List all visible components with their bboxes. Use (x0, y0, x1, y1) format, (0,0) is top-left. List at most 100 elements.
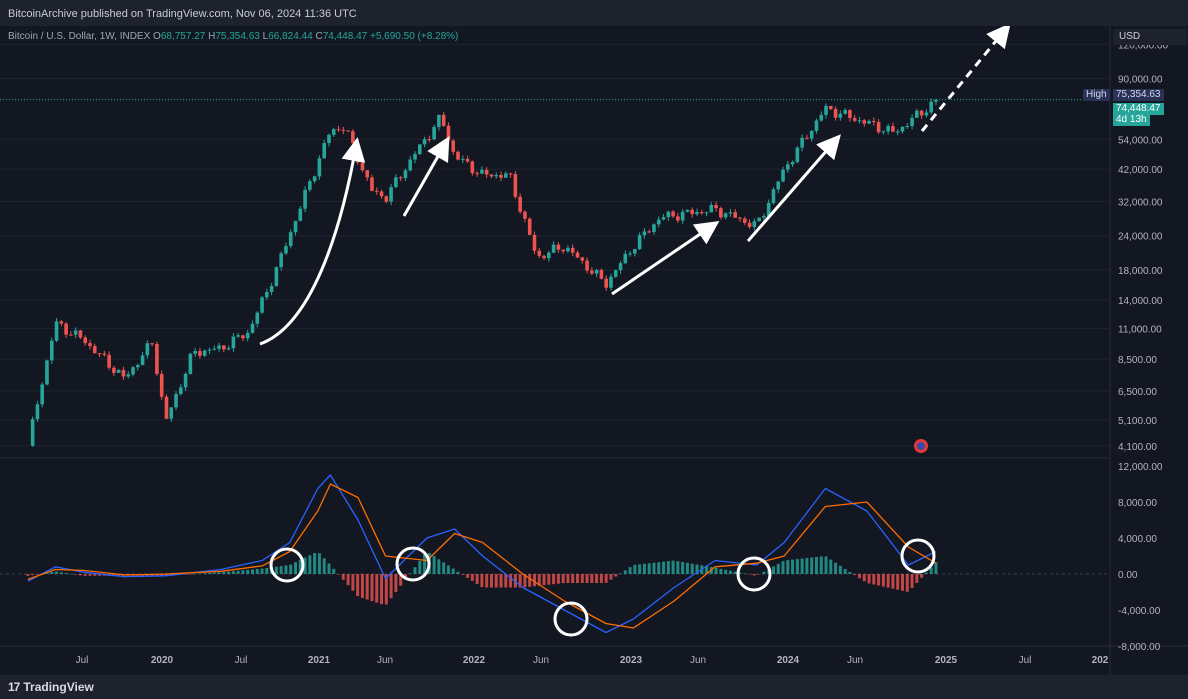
candle-body (709, 204, 714, 213)
macd-histogram-bar (504, 574, 508, 588)
price-tick-label: 54,000.00 (1118, 135, 1163, 146)
candle-body (231, 336, 236, 349)
macd-histogram-bar (212, 572, 216, 574)
macd-histogram-bar (389, 574, 393, 599)
macd-histogram-bar (647, 563, 651, 574)
macd-tick-label: 0.00 (1118, 570, 1138, 581)
candle-body (226, 348, 231, 350)
candle-body (265, 291, 269, 298)
macd-histogram-bar (26, 574, 30, 576)
candle-body (556, 244, 561, 250)
macd-histogram-bar (93, 574, 97, 576)
candle-body (355, 142, 360, 163)
macd-histogram-bar (924, 572, 928, 574)
symbol-name[interactable]: Bitcoin / U.S. Dollar, 1W, INDEX (8, 31, 151, 42)
macd-histogram-bar (227, 571, 231, 574)
candle-body (389, 187, 393, 202)
time-tick-label: Jun (377, 655, 393, 666)
macd-histogram-bar (193, 573, 197, 575)
candle-body (446, 125, 451, 141)
candle-body (872, 121, 876, 123)
candle-body (757, 217, 761, 222)
macd-histogram-bar (609, 574, 613, 580)
candle-body (704, 212, 709, 214)
macd-histogram-bar (838, 565, 842, 574)
candle-body (155, 343, 159, 374)
candle-body (929, 101, 933, 113)
time-tick-label: 2020 (151, 655, 174, 666)
candle-body (575, 252, 580, 258)
candle-body (814, 120, 819, 131)
macd-histogram-bar (332, 568, 336, 574)
candle-body (241, 335, 245, 339)
macd-histogram-bar (155, 574, 159, 576)
macd-histogram-bar (891, 574, 895, 589)
macd-histogram-bar (528, 574, 532, 587)
macd-histogram-bar (776, 563, 780, 574)
macd-histogram-bar (666, 561, 670, 574)
candle-body (604, 278, 608, 288)
macd-histogram-bar (848, 571, 852, 574)
macd-histogram-bar (834, 562, 838, 574)
candle-body (504, 173, 508, 178)
candle-body (833, 109, 838, 118)
candle-body (862, 120, 867, 124)
macd-histogram-bar (432, 556, 436, 574)
macd-histogram-bar (905, 574, 909, 592)
macd-histogram-bar (881, 574, 885, 587)
macd-histogram (26, 552, 938, 605)
price-tick-label: 32,000.00 (1118, 197, 1163, 208)
macd-histogram-bar (322, 558, 326, 574)
candle-body (781, 169, 785, 182)
candle-body (88, 343, 92, 347)
macd-histogram-bar (676, 561, 680, 574)
tradingview-brand[interactable]: 17 TradingView (8, 680, 94, 694)
chart-background (0, 26, 1188, 675)
macd-histogram-bar (762, 571, 766, 574)
time-tick-label: Jun (690, 655, 706, 666)
macd-histogram-bar (470, 574, 474, 581)
price-tick-label: 18,000.00 (1118, 266, 1163, 277)
candle-body (566, 247, 570, 252)
macd-histogram-bar (805, 558, 809, 574)
candle-body (437, 114, 441, 128)
candle-body (857, 120, 862, 122)
price-tick-label: 14,000.00 (1118, 296, 1163, 307)
candle-body (427, 139, 432, 141)
footer-bar: 17 TradingView (0, 675, 1188, 699)
currency-label[interactable]: USD (1113, 29, 1187, 45)
candle-body (327, 134, 331, 144)
candle-body (776, 181, 781, 190)
candle-body (69, 334, 73, 336)
candle-body (198, 350, 202, 356)
arrow-2021-rally (259, 137, 366, 346)
candle-body (752, 221, 757, 227)
candle-body (169, 407, 174, 419)
high-value: 75,354.63 (215, 31, 260, 42)
macd-histogram-bar (380, 574, 384, 605)
candle-body (174, 393, 178, 408)
candle-body (140, 355, 145, 366)
high-tag-value: 75,354.63 (1113, 89, 1164, 101)
ohlc-legend: Bitcoin / U.S. Dollar, 1W, INDEX O68,757… (8, 31, 458, 42)
candle-body (819, 114, 824, 121)
candle-body (107, 354, 111, 368)
open-value: 68,757.27 (160, 31, 206, 42)
macd-histogram-bar (327, 563, 331, 574)
macd-histogram-bar (160, 574, 164, 576)
macd-histogram-bar (251, 569, 255, 574)
macd-histogram-bar (485, 574, 489, 588)
candle-body (432, 127, 436, 140)
crossover-circle (395, 546, 431, 582)
candle-body (886, 126, 890, 132)
candle-body (116, 369, 121, 373)
candle-body (188, 353, 193, 374)
candle-body (236, 335, 240, 337)
candle-body (532, 234, 537, 251)
arrow-mid-2021 (402, 136, 450, 217)
candle-body (561, 249, 565, 252)
candle-body (738, 217, 742, 219)
macd-histogram-bar (824, 556, 828, 574)
candle-body (269, 286, 274, 292)
chart-canvas[interactable]: 120,000.00 90,000.00 54,000.00 42,000.00 32,… (0, 26, 1188, 675)
